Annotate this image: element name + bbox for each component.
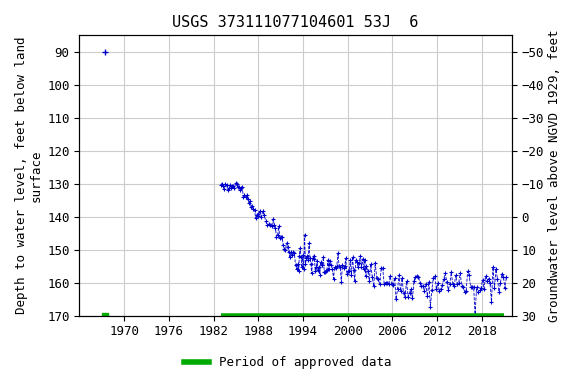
Y-axis label: Groundwater level above NGVD 1929, feet: Groundwater level above NGVD 1929, feet	[548, 29, 561, 322]
Legend: Period of approved data: Period of approved data	[179, 351, 397, 374]
Y-axis label: Depth to water level, feet below land
surface: Depth to water level, feet below land su…	[15, 37, 43, 314]
Title: USGS 373111077104601 53J  6: USGS 373111077104601 53J 6	[172, 15, 419, 30]
